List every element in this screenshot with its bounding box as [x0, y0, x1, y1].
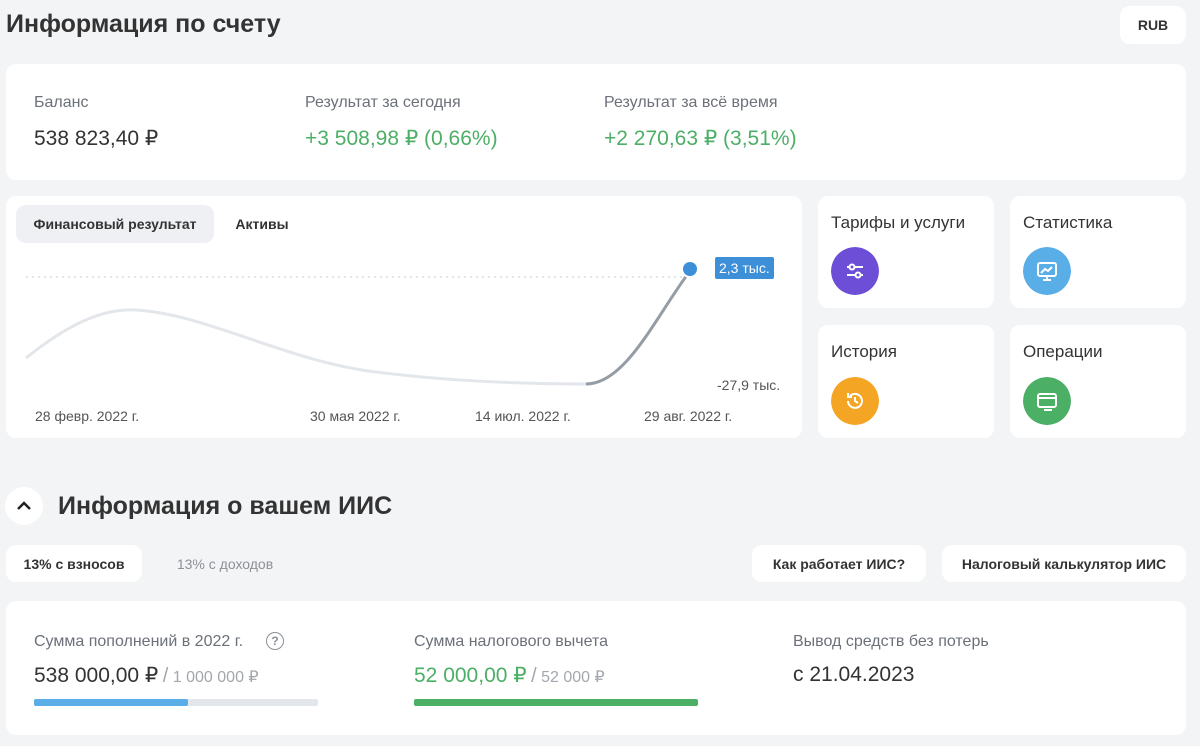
chart-tab[interactable]: Финансовый результат — [16, 205, 214, 243]
iis-value: 52 000,00 ₽ — [414, 664, 527, 687]
iis-label: Сумма пополнений в 2022 г. — [34, 633, 244, 650]
summary-value: +3 508,98 ₽ (0,66%) — [305, 127, 498, 150]
chart-plot — [25, 260, 699, 386]
tile[interactable]: Операции — [1010, 325, 1186, 438]
chart-card: Финансовый результат Активы 2,3 тыс. -27… — [6, 196, 802, 438]
hint-icon[interactable]: ? — [266, 632, 284, 650]
summary-label: Баланс — [34, 94, 89, 111]
progress-fill — [414, 699, 698, 706]
iis-tab[interactable]: 13% с доходов — [176, 555, 274, 572]
iis-value: 538 000,00 ₽ — [34, 664, 159, 687]
collapse-button[interactable] — [5, 487, 43, 525]
iis-card: Сумма пополнений в 2022 г. ? 538 000,00 … — [6, 601, 1186, 735]
tile-icon — [1023, 247, 1071, 295]
date-label: 30 мая 2022 г. — [310, 408, 401, 424]
iis-value-row: 538 000,00 ₽ / 1 000 000 ₽ — [34, 663, 259, 688]
tile-icon — [1023, 377, 1071, 425]
progress-fill — [34, 699, 188, 706]
tile-title: История — [831, 342, 897, 361]
summary-value: 538 823,40 ₽ — [34, 127, 159, 150]
chart-tab[interactable]: Активы — [235, 216, 289, 232]
currency-button[interactable]: RUB — [1120, 6, 1186, 44]
iis-value-row: 52 000,00 ₽ / 52 000 ₽ — [414, 663, 605, 688]
section-title: Информация о вашем ИИС — [58, 492, 393, 520]
tile[interactable]: Статистика — [1010, 196, 1186, 308]
current-point — [681, 260, 699, 278]
iis-button[interactable]: Налоговый калькулятор ИИС — [942, 545, 1186, 582]
page-title: Информация по счету — [6, 10, 281, 38]
tile-title: Статистика — [1023, 213, 1113, 232]
min-label: -27,9 тыс. — [717, 377, 781, 393]
summary-label: Результат за всё время — [604, 94, 778, 111]
line-past — [25, 308, 587, 386]
progress-track — [34, 699, 318, 706]
tile[interactable]: История — [818, 325, 994, 438]
iis-button[interactable]: Как работает ИИС? — [752, 545, 926, 582]
tile-icon — [831, 247, 879, 295]
iis-label: Сумма налогового вычета — [414, 633, 609, 650]
iis-limit: 1 000 000 ₽ — [172, 669, 259, 686]
date-label: 14 июл. 2022 г. — [475, 408, 571, 424]
tile-title: Тарифы и услуги — [831, 213, 966, 232]
summary-card: Баланс 538 823,40 ₽ Результат за сегодня… — [6, 64, 1186, 180]
iis-label: Вывод средств без потерь — [793, 633, 989, 650]
tile-title: Операции — [1023, 342, 1103, 361]
iis-tab[interactable]: 13% с взносов — [6, 545, 142, 582]
max-label: 2,3 тыс. — [715, 257, 774, 279]
date-label: 28 февр. 2022 г. — [35, 408, 140, 424]
separator: / — [162, 665, 169, 687]
summary-value: +2 270,63 ₽ (3,51%) — [604, 127, 797, 150]
line-recent — [585, 270, 692, 386]
tile-icon — [831, 377, 879, 425]
summary-label: Результат за сегодня — [305, 94, 461, 111]
tile[interactable]: Тарифы и услуги — [818, 196, 994, 308]
iis-limit: 52 000 ₽ — [541, 669, 605, 686]
iis-value: с 21.04.2023 — [793, 663, 915, 686]
date-label: 29 авг. 2022 г. — [644, 408, 733, 424]
separator: / — [531, 665, 537, 687]
